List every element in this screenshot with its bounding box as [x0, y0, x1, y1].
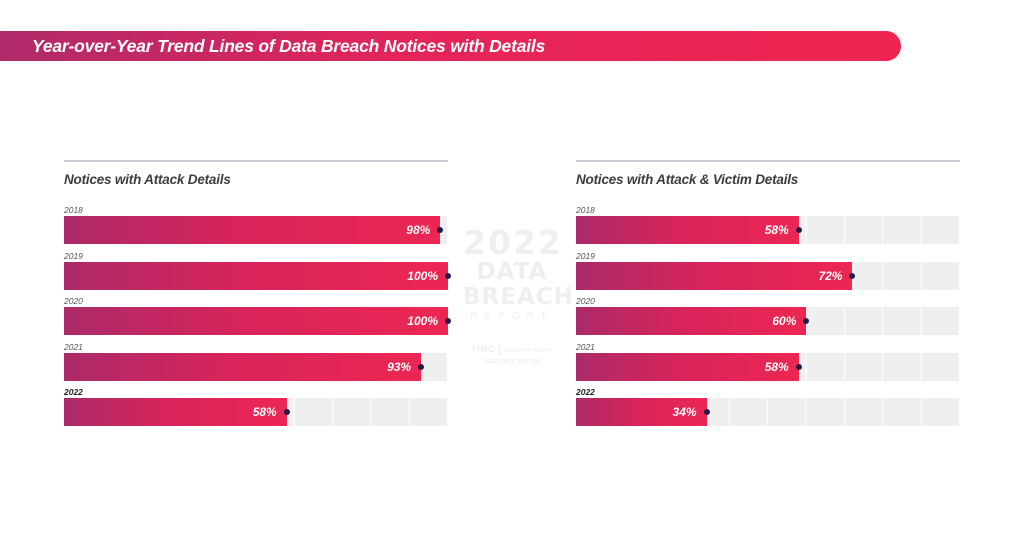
year-label: 2018	[576, 205, 595, 215]
watermark-line-2: BREACH	[463, 284, 574, 310]
bar-track: 58%	[576, 216, 960, 244]
year-label: 2021	[64, 341, 83, 352]
bar-track: 60%	[576, 307, 960, 335]
bar-row-2021: 2021 58%	[576, 342, 960, 387]
chart-title: Notices with Attack Details	[64, 172, 231, 187]
bar-end-marker	[803, 318, 810, 324]
itrc-logo-mark: ITRC	[472, 344, 496, 354]
bar-fill: 98%	[64, 216, 444, 244]
bar-track: 34%	[576, 398, 960, 426]
bar-track: 98%	[64, 216, 448, 244]
bar-end-marker	[795, 363, 802, 370]
bar-track: 72%	[576, 261, 960, 290]
bar-end-marker	[445, 272, 451, 279]
bar-track: 100%	[64, 261, 451, 290]
bar-value-label: 58%	[764, 359, 789, 374]
year-label: 2019	[64, 250, 83, 261]
year-label: 2019	[576, 250, 595, 261]
bar-fill: 100%	[64, 307, 451, 335]
bar-end-marker	[445, 318, 451, 324]
bar-row-2018: 2018 58%	[576, 205, 960, 250]
bar-track: 93%	[64, 352, 448, 381]
bar-end-marker	[703, 409, 710, 415]
bar-track: 58%	[576, 352, 960, 381]
chart-title: Notices with Attack & Victim Details	[576, 172, 799, 187]
bar-fill: 58%	[576, 352, 802, 381]
year-label: 2018	[64, 205, 83, 215]
bar-row-2022: 2022 34%	[576, 387, 960, 432]
bar-row-2020: 2020 100%	[64, 296, 451, 341]
bar-value-label: 93%	[387, 359, 412, 374]
year-label: 2020	[64, 296, 83, 306]
bar-row-2022: 2022 58%	[64, 387, 448, 432]
watermark-line-3: REPORT	[470, 311, 554, 322]
bar-value-label: 100%	[407, 268, 438, 283]
bar-row-2019: 2019 72%	[576, 251, 960, 296]
chart-attack-details: Notices with Attack Details 2018 98% 2019 1…	[64, 160, 451, 432]
bar-row-2020: 2020 60%	[576, 296, 960, 341]
page-title: Year-over-Year Trend Lines of Data Breac…	[32, 36, 546, 56]
bar-value-label: 58%	[764, 223, 789, 237]
bar-fill: 34%	[576, 398, 710, 426]
watermark-line-1: DATA	[476, 259, 548, 285]
year-label: 2022	[576, 387, 595, 397]
bar-fill: 58%	[64, 398, 290, 426]
bar-end-marker	[283, 409, 290, 415]
year-label: 2020	[576, 296, 595, 306]
year-label: 2021	[576, 341, 595, 352]
chart-attack-victim-details: Notices with Attack & Victim Details 201…	[576, 160, 960, 430]
panel-divider	[576, 160, 960, 162]
year-label: 2022	[64, 387, 83, 397]
bar-fill: 93%	[64, 352, 425, 381]
bar-end-marker	[418, 363, 425, 370]
watermark-year: 2022	[463, 223, 563, 262]
panel-divider	[64, 160, 448, 162]
bar-value-label: 58%	[252, 405, 277, 419]
bar-end-marker	[437, 227, 444, 233]
bar-fill: 72%	[576, 261, 856, 290]
bar-value-label: 98%	[406, 223, 431, 237]
bar-row-2019: 2019 100%	[64, 250, 451, 296]
itrc-logo: ITRC IDENTITY THEFT RESOURCE CENTER	[463, 344, 561, 365]
title-banner: Year-over-Year Trend Lines of Data Breac…	[0, 31, 901, 61]
bar-fill: 58%	[576, 216, 802, 244]
bar-fill: 60%	[576, 307, 810, 335]
bar-row-2021: 2021 93%	[64, 342, 448, 387]
bar-end-marker	[849, 272, 856, 279]
itrc-logo-text: IDENTITY THEFT RESOURCE CENTER	[483, 348, 552, 365]
bar-track: 58%	[64, 398, 448, 426]
bar-end-marker	[795, 227, 802, 233]
bar-value-label: 34%	[672, 405, 697, 419]
bar-value-label: 60%	[772, 314, 797, 328]
bar-value-label: 72%	[818, 268, 843, 283]
report-watermark: 2022 DATA BREACH REPORT ITRC IDENTITY THE…	[463, 223, 574, 376]
bar-fill: 100%	[64, 261, 451, 290]
bar-row-2018: 2018 98%	[64, 205, 448, 250]
bar-track: 100%	[64, 307, 451, 335]
bar-value-label: 100%	[407, 314, 438, 328]
